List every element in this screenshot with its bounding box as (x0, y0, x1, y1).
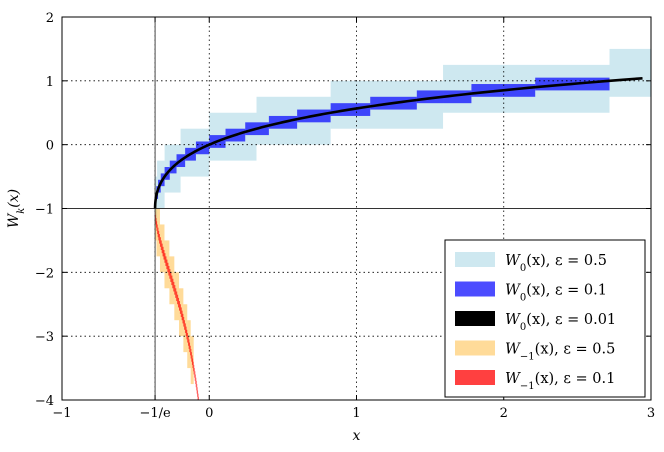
interval-box (157, 224, 158, 235)
interval-box (187, 332, 188, 343)
y-tick-label: 2 (46, 11, 54, 26)
interval-box (169, 269, 171, 279)
interval-box (190, 345, 191, 356)
interval-box (179, 304, 181, 314)
legend-swatch (455, 281, 495, 297)
y-axis-label: Wk(x) (6, 189, 27, 228)
interval-box (184, 323, 186, 333)
interval-box (191, 355, 193, 365)
y-tick-label: −2 (35, 266, 54, 281)
interval-box (179, 301, 180, 311)
interval-box (184, 320, 185, 330)
interval-box (165, 256, 167, 266)
interval-box (163, 249, 165, 260)
legend-swatch (455, 340, 495, 356)
interval-box (162, 246, 164, 257)
legend-label: W−1(x), ε = 0.1 (505, 371, 615, 392)
interval-box (175, 288, 177, 298)
curves (153, 76, 643, 209)
interval-box (158, 230, 160, 241)
interval-box (190, 348, 192, 359)
interval-box (178, 297, 180, 308)
interval-box (185, 326, 187, 337)
legend-swatch (455, 370, 495, 385)
interval-box (168, 265, 170, 276)
legend-label: W0(x), ε = 0.5 (505, 253, 607, 274)
legend-label: W0(x), ε = 0.1 (505, 283, 607, 304)
interval-box (171, 275, 173, 286)
interval-box (182, 313, 184, 324)
legend: W0(x), ε = 0.5 W0(x), ε = 0.1 W0(x), ε = 0… (444, 239, 646, 398)
interval-box (160, 240, 162, 250)
interval-box (177, 294, 179, 305)
interval-box (189, 342, 191, 353)
interval-box (159, 237, 161, 247)
legend-swatch (455, 252, 495, 267)
interval-box (180, 307, 182, 318)
interval-box (166, 259, 168, 270)
legend-label: W−1(x), ε = 0.5 (505, 342, 615, 363)
interval-box (173, 281, 175, 292)
x-tick-label: 3 (647, 406, 655, 421)
legend-label: W0(x), ε = 0.01 (505, 312, 616, 333)
interval-box (194, 371, 196, 381)
interval-box (167, 262, 169, 273)
y-axis-label-text: Wk(x) (6, 189, 27, 228)
y-tick-label: −1 (35, 203, 54, 218)
y-tick-label: 1 (46, 75, 54, 90)
interval-box (170, 272, 172, 282)
interval-box (191, 352, 192, 362)
interval-box (194, 368, 195, 378)
axis-ticks: −1 −1/e 0 1 2 3 −4 −3 −2 −1 0 1 2 (35, 11, 655, 421)
interval-box (159, 234, 160, 244)
interval-box (193, 361, 194, 372)
interval-box (188, 339, 190, 349)
x-tick-label: −1 (52, 406, 71, 421)
interval-box (183, 317, 185, 327)
interval-box (164, 253, 166, 263)
interval-box (609, 48, 651, 97)
y-tick-label: −3 (35, 330, 54, 345)
y-tick-label: 0 (46, 139, 54, 154)
interval-box (193, 364, 195, 375)
x-axis-label: x (353, 428, 361, 444)
interval-box (181, 310, 183, 321)
interval-box (172, 278, 174, 289)
x-tick-label: 2 (500, 406, 508, 421)
x-tick-label: 0 (205, 406, 213, 421)
interval-box (174, 285, 176, 295)
interval-box (156, 221, 158, 231)
interval-box (187, 336, 189, 346)
interval-box (176, 291, 178, 302)
x-tick-label: −1/e (139, 406, 171, 421)
interval-box (192, 358, 194, 369)
interval-box (161, 243, 163, 254)
interval-box (186, 329, 188, 340)
y-tick-label: −4 (35, 394, 54, 409)
curve-w0-eps-0.01 (153, 76, 643, 209)
legend-swatch (455, 311, 495, 326)
x-tick-label: 1 (352, 406, 360, 421)
interval-box (157, 227, 159, 238)
